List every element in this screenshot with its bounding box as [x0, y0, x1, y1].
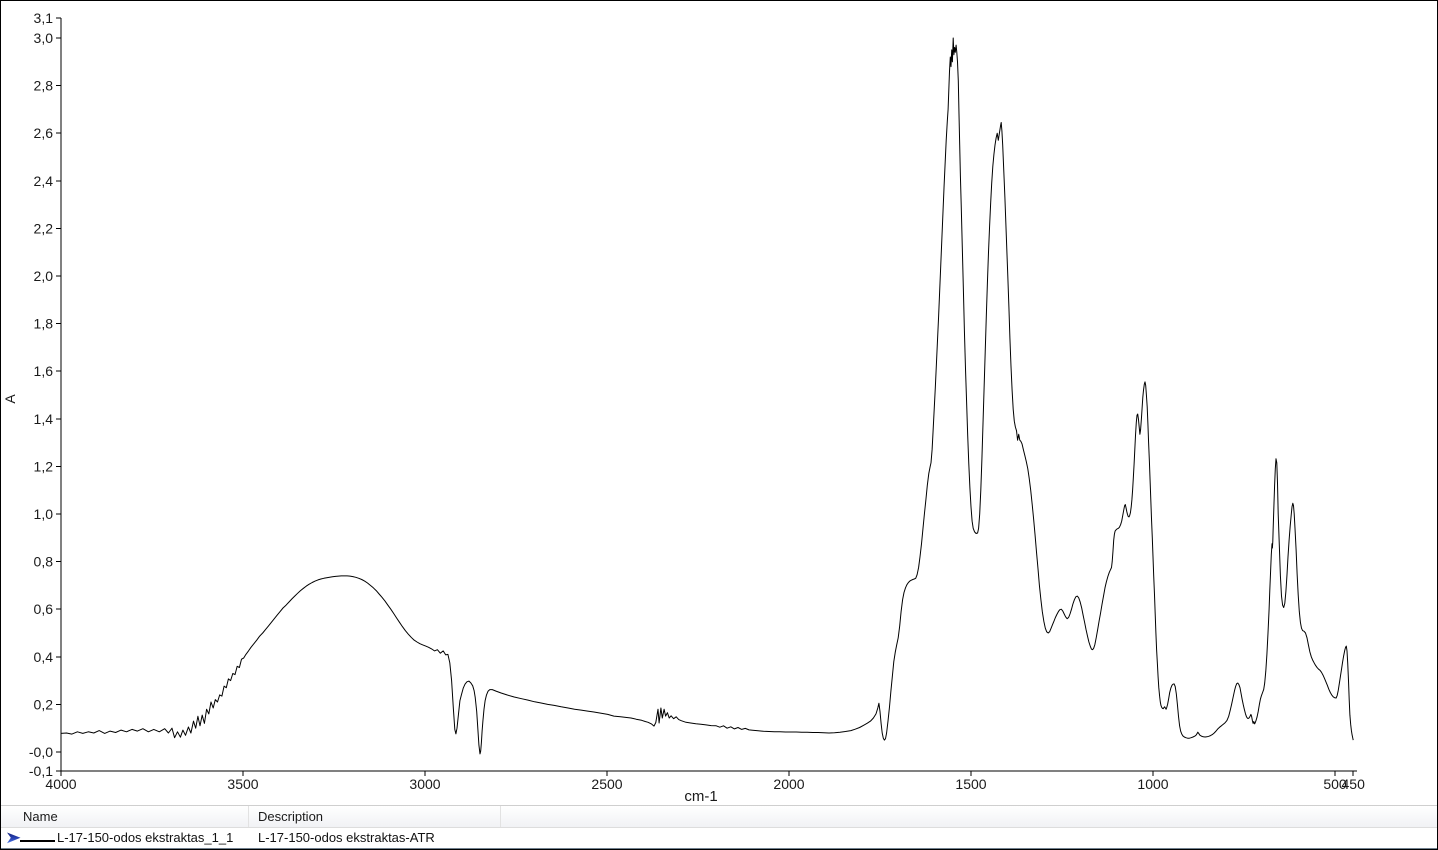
y-tick-label: 2,0 [34, 268, 54, 284]
y-axis-title: A [2, 394, 18, 404]
y-tick-label: 0,6 [34, 601, 54, 617]
y-tick-label: 0,4 [34, 649, 54, 665]
x-tick-label: 2500 [591, 776, 622, 792]
y-tick-label: 1,2 [34, 458, 54, 474]
y-tick-label: 1,0 [34, 506, 54, 522]
spectra-list: Name Description L-17-150-odos ekstrakta… [1, 805, 1437, 849]
y-tick-label: 3,1 [34, 10, 54, 26]
x-tick-label: 3000 [409, 776, 440, 792]
column-header-description[interactable]: Description [249, 806, 501, 827]
y-tick-label: 2,8 [34, 78, 54, 94]
spectrum-description: L-17-150-odos ekstraktas-ATR [258, 830, 435, 845]
spectrum-curve[interactable] [60, 37, 1354, 755]
spectra-list-header: Name Description [1, 806, 1437, 828]
y-tick-label: 1,8 [34, 316, 54, 332]
selection-arrow-icon [7, 832, 21, 844]
y-tick-label: 2,4 [34, 173, 54, 189]
x-axis-title: cm-1 [684, 788, 718, 805]
x-tick-label: 1000 [1137, 776, 1168, 792]
column-header-name[interactable]: Name [1, 806, 249, 827]
spectrum-plot[interactable]: 3,1 3,0 2,8 2,6 2,4 2,2 2,0 1,8 1,6 1,4 1,2 1,0 0,8 0… [1, 1, 1437, 805]
y-tick-label: 3,0 [34, 30, 54, 46]
legend-line-sample [20, 840, 55, 842]
x-tick-label: 500 [1323, 776, 1347, 792]
x-tick-label: 1500 [955, 776, 986, 792]
y-tick-label: 2,6 [34, 125, 54, 141]
y-tick-label: 1,6 [34, 363, 54, 379]
y-tick-label: 1,4 [34, 411, 54, 427]
x-tick-label: 3500 [227, 776, 258, 792]
spectrum-row[interactable]: L-17-150-odos ekstraktas_1_1 L-17-150-od… [1, 828, 1437, 848]
y-tick-label: -0,0 [29, 744, 53, 760]
axes-lines [60, 18, 1357, 772]
y-tick-label: 2,2 [34, 220, 54, 236]
x-tick-label: 2000 [773, 776, 804, 792]
y-tick-label: 0,8 [34, 554, 54, 570]
spectrum-chart[interactable]: 3,1 3,0 2,8 2,6 2,4 2,2 2,0 1,8 1,6 1,4 1,2 1,0 0,8 0… [1, 1, 1437, 805]
spectrum-name: L-17-150-odos ekstraktas_1_1 [57, 830, 234, 845]
x-tick-label: 4000 [45, 776, 76, 792]
y-tick-label: -0,1 [29, 763, 53, 779]
y-tick-label: 0,2 [34, 696, 54, 712]
x-tick-label: 450 [1342, 776, 1366, 792]
